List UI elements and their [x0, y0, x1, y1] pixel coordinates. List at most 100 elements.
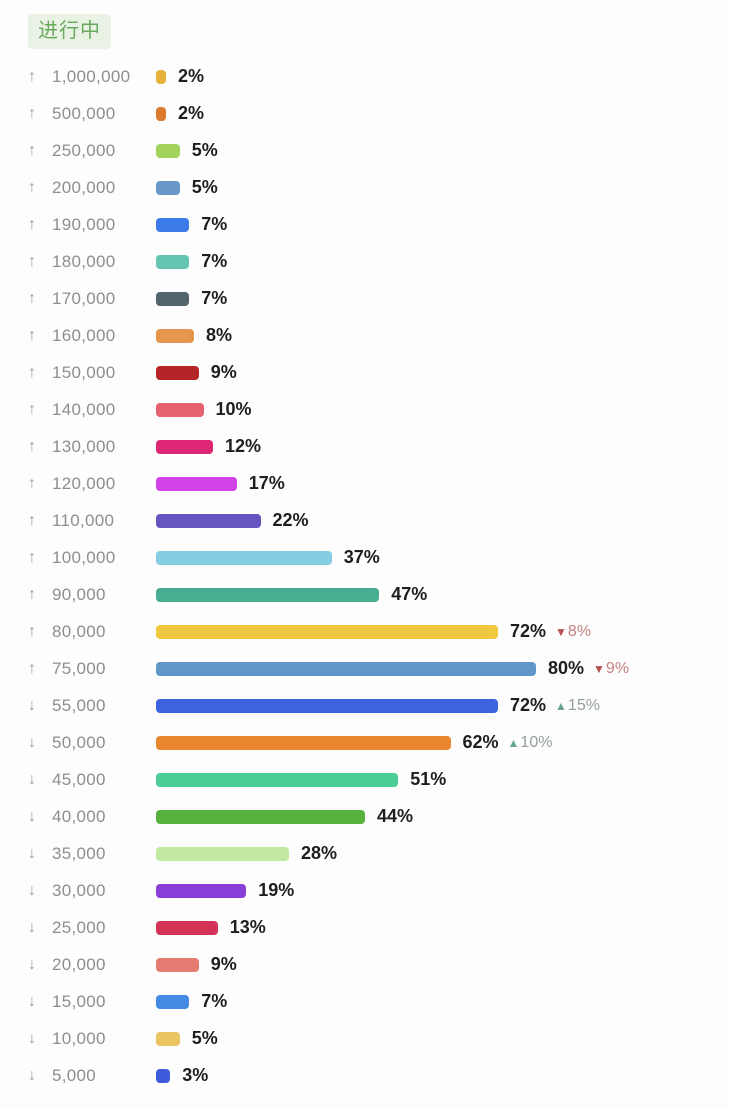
- bar: [156, 624, 498, 639]
- chart-row: ↑ 80,000 72% ▼ 8%: [28, 613, 730, 650]
- chart-row: ↓ 50,000 62% ▲ 10%: [28, 724, 730, 761]
- threshold-label: 10,000: [52, 1028, 106, 1048]
- threshold-label: 40,000: [52, 806, 106, 826]
- triangle-down-icon: ▼: [593, 661, 605, 676]
- bar: [156, 883, 247, 898]
- down-arrow-icon: ↓: [28, 955, 36, 973]
- percent-label: 2%: [178, 66, 205, 86]
- chart-row: ↑ 170,000 7%: [28, 280, 730, 317]
- percent-label: 72%: [510, 621, 547, 641]
- chart-row: ↓ 10,000 5%: [28, 1020, 730, 1057]
- threshold-label: 120,000: [52, 473, 116, 493]
- threshold-label: 20,000: [52, 954, 106, 974]
- percent-label: 10%: [215, 399, 252, 419]
- percent-label: 9%: [210, 954, 237, 974]
- chart-row: ↓ 45,000 51%: [28, 761, 730, 798]
- up-arrow-icon: ↑: [28, 326, 36, 344]
- bar: [156, 143, 180, 158]
- chart-row: ↓ 5,000 3%: [28, 1057, 730, 1094]
- threshold-label: 200,000: [52, 177, 116, 197]
- bar: [156, 957, 199, 972]
- percent-label: 47%: [391, 584, 428, 604]
- bar: [156, 994, 190, 1009]
- bar: [156, 291, 190, 306]
- change-indicator: ▼ 9%: [593, 660, 629, 678]
- percent-label: 28%: [301, 843, 338, 863]
- threshold-bar-chart: ↑ 1,000,000 2% ↑ 500,000 2% ↑ 250,000 5% ↑ 200,000…: [28, 58, 730, 1094]
- threshold-label: 15,000: [52, 991, 106, 1011]
- down-arrow-icon: ↓: [28, 1066, 36, 1084]
- percent-label: 7%: [201, 991, 228, 1011]
- threshold-label: 190,000: [52, 214, 116, 234]
- percent-label: 62%: [462, 732, 499, 752]
- percent-label: 72%: [510, 695, 547, 715]
- threshold-label: 160,000: [52, 325, 116, 345]
- threshold-label: 150,000: [52, 362, 116, 382]
- threshold-label: 500,000: [52, 103, 116, 123]
- change-indicator: ▲ 15%: [555, 697, 600, 715]
- down-arrow-icon: ↓: [28, 992, 36, 1010]
- up-arrow-icon: ↑: [28, 215, 36, 233]
- chart-row: ↑ 110,000 22%: [28, 502, 730, 539]
- threshold-label: 130,000: [52, 436, 116, 456]
- percent-label: 9%: [210, 362, 237, 382]
- down-arrow-icon: ↓: [28, 1029, 36, 1047]
- bar: [156, 217, 190, 232]
- percent-label: 5%: [191, 1028, 218, 1048]
- threshold-label: 75,000: [52, 658, 106, 678]
- threshold-label: 80,000: [52, 621, 106, 641]
- percent-label: 80%: [548, 658, 585, 678]
- triangle-up-icon: ▲: [555, 698, 567, 713]
- percent-label: 2%: [178, 103, 205, 123]
- chart-row: ↓ 15,000 7%: [28, 983, 730, 1020]
- chart-row: ↓ 35,000 28%: [28, 835, 730, 872]
- threshold-label: 250,000: [52, 140, 116, 160]
- change-indicator: ▼ 8%: [555, 623, 591, 641]
- percent-label: 3%: [182, 1065, 209, 1085]
- down-arrow-icon: ↓: [28, 918, 36, 936]
- threshold-label: 100,000: [52, 547, 116, 567]
- up-arrow-icon: ↑: [28, 585, 36, 603]
- change-value: 9%: [605, 659, 630, 677]
- threshold-label: 45,000: [52, 769, 106, 789]
- chart-row: ↑ 500,000 2%: [28, 95, 730, 132]
- percent-label: 5%: [191, 140, 218, 160]
- triangle-down-icon: ▼: [555, 624, 567, 639]
- up-arrow-icon: ↑: [28, 289, 36, 307]
- bar: [156, 846, 289, 861]
- chart-row: ↓ 55,000 72% ▲ 15%: [28, 687, 730, 724]
- bar: [156, 106, 166, 121]
- status-badge: 进行中: [28, 14, 111, 49]
- percent-label: 37%: [343, 547, 380, 567]
- bar: [156, 587, 380, 602]
- up-arrow-icon: ↑: [28, 511, 36, 529]
- bar: [156, 698, 498, 713]
- up-arrow-icon: ↑: [28, 659, 36, 677]
- percent-label: 17%: [248, 473, 285, 493]
- percent-label: 5%: [191, 177, 218, 197]
- threshold-label: 25,000: [52, 917, 106, 937]
- threshold-label: 5,000: [52, 1065, 97, 1085]
- threshold-label: 180,000: [52, 251, 116, 271]
- bar: [156, 809, 365, 824]
- threshold-label: 90,000: [52, 584, 106, 604]
- chart-row: ↑ 100,000 37%: [28, 539, 730, 576]
- bar: [156, 920, 218, 935]
- chart-row: ↑ 190,000 7%: [28, 206, 730, 243]
- chart-row: ↑ 200,000 5%: [28, 169, 730, 206]
- bar: [156, 772, 399, 787]
- down-arrow-icon: ↓: [28, 844, 36, 862]
- up-arrow-icon: ↑: [28, 252, 36, 270]
- bar: [156, 550, 332, 565]
- bar: [156, 69, 166, 84]
- down-arrow-icon: ↓: [28, 696, 36, 714]
- percent-label: 13%: [229, 917, 266, 937]
- percent-label: 7%: [201, 251, 228, 271]
- bar: [156, 254, 190, 269]
- threshold-label: 110,000: [52, 510, 115, 530]
- bar: [156, 1031, 180, 1046]
- down-arrow-icon: ↓: [28, 733, 36, 751]
- bar: [156, 1068, 171, 1083]
- change-value: 8%: [567, 622, 592, 640]
- chart-row: ↑ 90,000 47%: [28, 576, 730, 613]
